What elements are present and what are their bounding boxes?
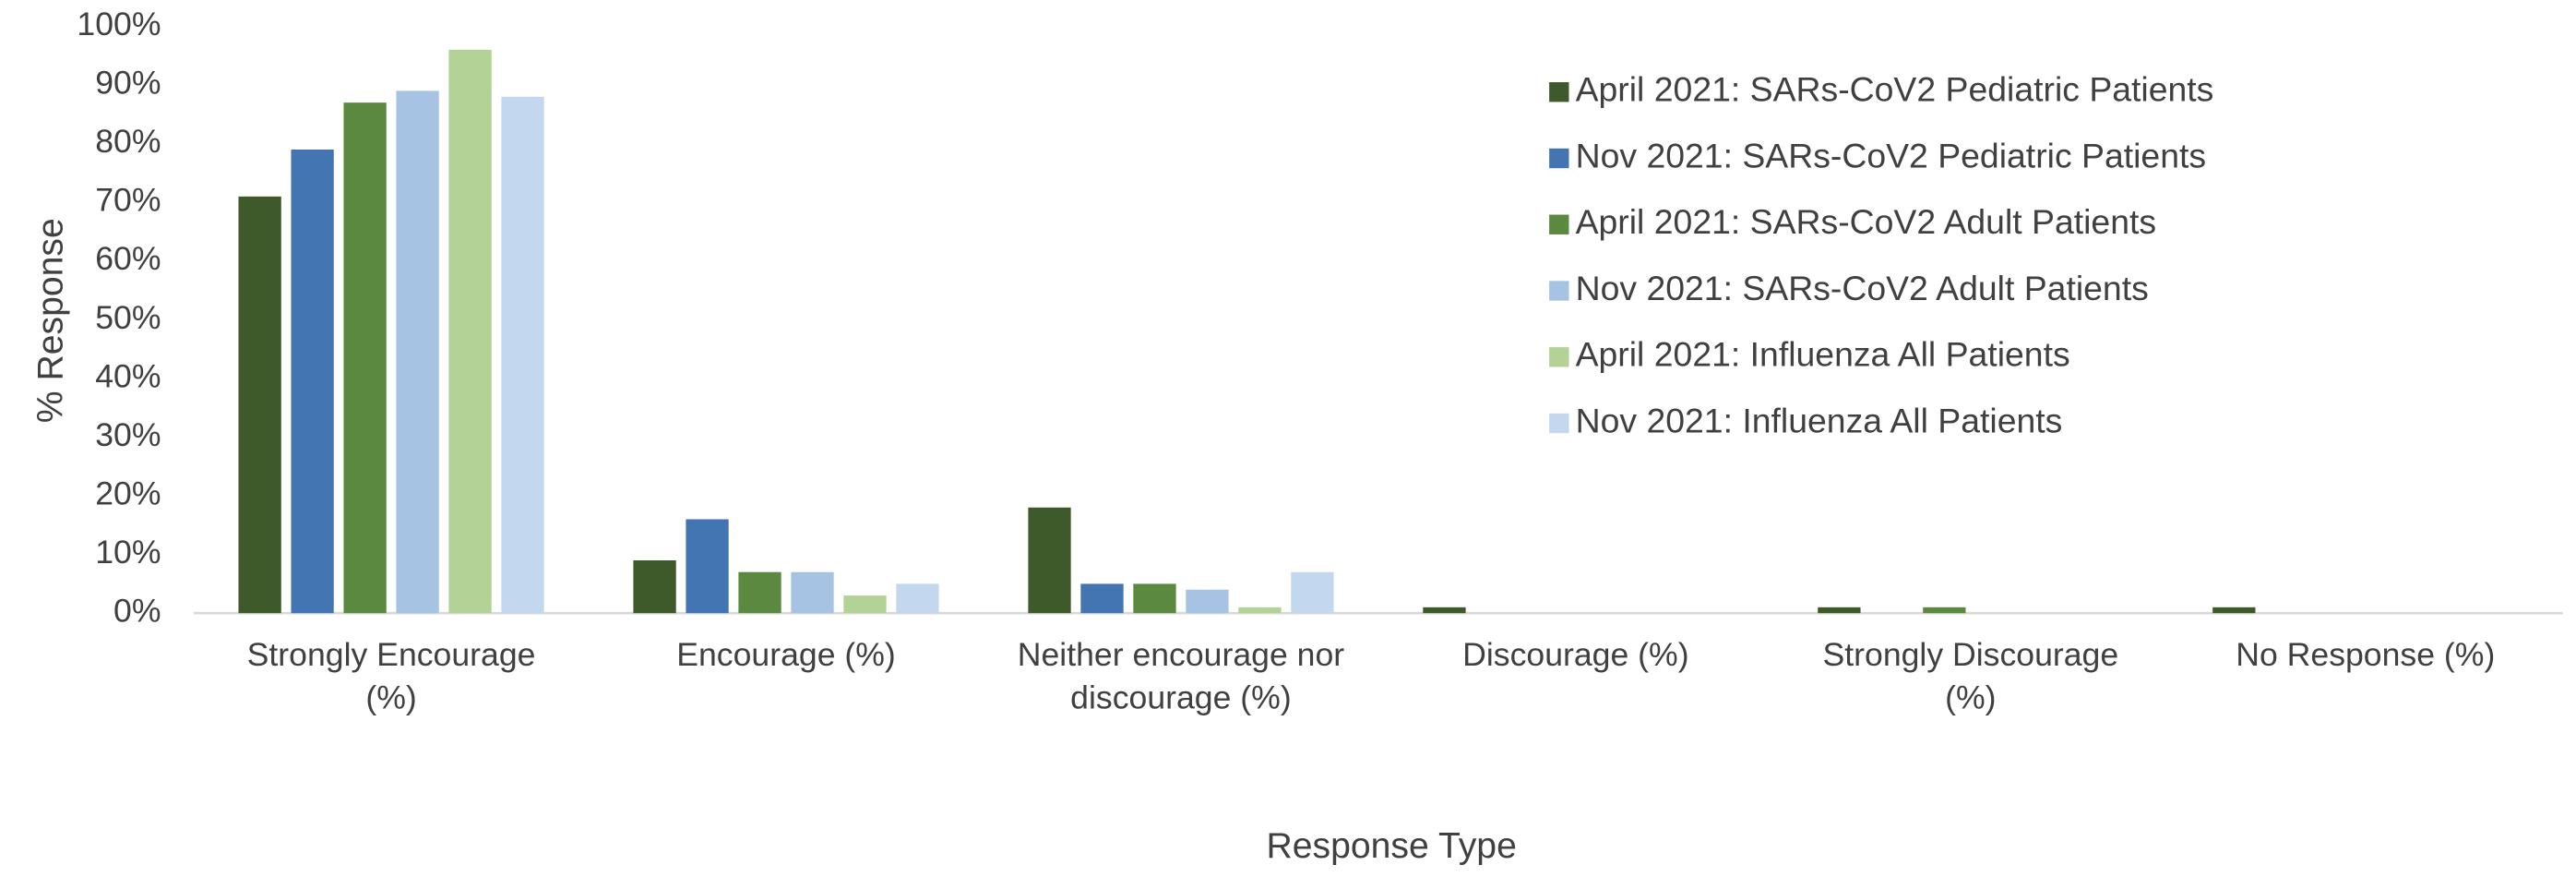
bar xyxy=(843,595,887,614)
bar xyxy=(1080,583,1124,614)
legend-label: Nov 2021: SARs-CoV2 Pediatric Patients xyxy=(1576,136,2206,174)
bar xyxy=(238,196,281,614)
legend-label: Nov 2021: SARs-CoV2 Adult Patients xyxy=(1576,269,2149,307)
legend-swatch xyxy=(1549,82,1569,102)
bar xyxy=(1238,607,1282,614)
y-axis-label: % Response xyxy=(30,218,70,423)
y-tick-label: 50% xyxy=(95,299,161,336)
y-tick-label: 40% xyxy=(95,357,161,394)
bar xyxy=(343,102,387,614)
legend-label: April 2021: SARs-CoV2 Pediatric Patients xyxy=(1576,70,2214,109)
x-tick-label: Discourage (%) xyxy=(1462,637,1689,675)
y-tick-label: 70% xyxy=(95,182,161,219)
legend-swatch xyxy=(1549,347,1569,367)
bar xyxy=(396,90,439,614)
bar xyxy=(896,583,939,614)
bar xyxy=(291,150,334,614)
bar xyxy=(1423,607,1466,614)
bar xyxy=(1133,583,1176,614)
bar xyxy=(1818,607,1861,614)
y-tick-label: 80% xyxy=(95,123,161,160)
x-tick-label: No Response (%) xyxy=(2236,637,2496,675)
legend-label: April 2021: Influenza All Patients xyxy=(1576,335,2070,374)
legend-label: Nov 2021: Influenza All Patients xyxy=(1576,401,2063,439)
x-tick-label-box: Discourage (%) xyxy=(1462,637,1689,675)
legend-swatch xyxy=(1549,214,1569,234)
bar xyxy=(1186,589,1229,614)
bar xyxy=(1291,571,1334,614)
x-tick-label-box: Neither encourage nor discourage (%) xyxy=(1017,637,1345,717)
y-tick-label: 30% xyxy=(95,416,161,453)
x-tick-label: Strongly Encourage (%) xyxy=(246,637,536,717)
x-tick-label: Encourage (%) xyxy=(676,637,896,675)
x-tick-label-box: No Response (%) xyxy=(2236,637,2496,675)
bar xyxy=(1028,507,1071,614)
bar xyxy=(501,96,544,614)
x-tick-label-box: Strongly Discourage (%) xyxy=(1822,637,2119,717)
x-axis-label: Response Type xyxy=(1266,826,1516,866)
bar xyxy=(633,559,676,614)
x-tick-label-box: Encourage (%) xyxy=(676,637,896,675)
y-tick-label: 10% xyxy=(95,534,161,571)
legend-label: April 2021: SARs-CoV2 Adult Patients xyxy=(1576,202,2156,241)
legend-swatch xyxy=(1549,148,1569,169)
bar xyxy=(448,49,492,614)
y-tick-label: 100% xyxy=(77,6,161,42)
bar xyxy=(791,571,834,614)
x-tick-label-box: Strongly Encourage (%) xyxy=(246,637,536,717)
x-tick-label: Neither encourage nor discourage (%) xyxy=(1017,637,1345,717)
y-tick-label: 60% xyxy=(95,240,161,277)
y-tick-label: 0% xyxy=(113,593,161,630)
y-tick-label: 90% xyxy=(95,64,161,101)
y-tick-label: 20% xyxy=(95,475,161,511)
bar xyxy=(2212,607,2256,614)
bar xyxy=(738,571,781,614)
legend-swatch xyxy=(1549,281,1569,301)
legend-swatch xyxy=(1549,413,1569,434)
bar xyxy=(1923,607,1966,614)
bar xyxy=(686,519,729,614)
x-tick-label: Strongly Discourage (%) xyxy=(1822,637,2119,717)
